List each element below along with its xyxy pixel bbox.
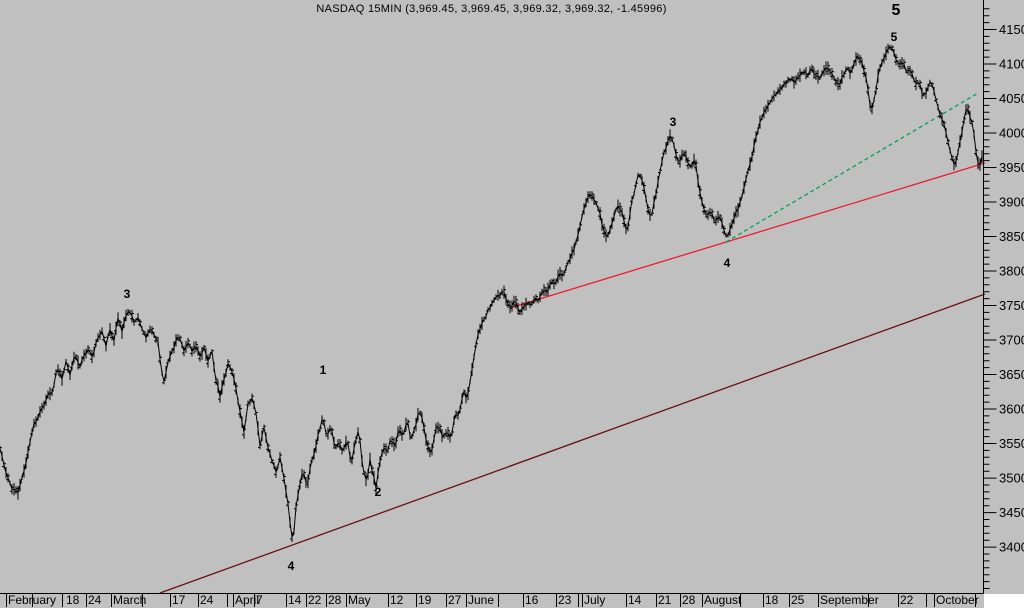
x-axis-label: May xyxy=(348,593,371,607)
x-axis-label: 21 xyxy=(658,593,672,607)
price-bars xyxy=(0,43,983,542)
y-axis-label: 4150 xyxy=(999,22,1024,37)
y-axis-label: 4050 xyxy=(999,91,1024,106)
x-axis-label: August xyxy=(704,593,742,607)
y-axis-minor-ticks xyxy=(983,8,990,589)
lower-channel-line xyxy=(159,293,986,594)
chart-title: NASDAQ 15MIN (3,969.45, 3,969.45, 3,969.… xyxy=(316,3,667,15)
y-axis-label: 3950 xyxy=(999,160,1024,175)
y-axis-major-ticks xyxy=(983,29,997,548)
x-axis-label: 14 xyxy=(628,593,642,607)
wave-label-5: 5 xyxy=(892,2,901,19)
axis-frame xyxy=(0,0,984,594)
x-axis-label: 28 xyxy=(682,593,696,607)
y-axis-label: 3850 xyxy=(999,229,1024,244)
x-axis-label: 14 xyxy=(288,593,302,607)
x-axis-label: 27 xyxy=(448,593,462,607)
support-trendline xyxy=(509,162,986,309)
x-axis-label: 24 xyxy=(88,593,102,607)
x-axis-ticks xyxy=(6,594,976,607)
y-axis-label: 3600 xyxy=(999,402,1024,417)
y-axis-label: 3650 xyxy=(999,367,1024,382)
x-axis-label: 12 xyxy=(390,593,404,607)
y-axis-label: 4000 xyxy=(999,126,1024,141)
y-axis-label: 3900 xyxy=(999,195,1024,210)
x-axis-label: 24 xyxy=(200,593,214,607)
x-axis-label: 18 xyxy=(765,593,779,607)
x-axis-label: February xyxy=(8,593,56,607)
price-line xyxy=(0,46,983,538)
x-axis-label: 7 xyxy=(256,593,263,607)
x-axis-label: September xyxy=(820,593,879,607)
y-axis-label: 3450 xyxy=(999,505,1024,520)
wave-label-3: 3 xyxy=(124,287,131,301)
x-axis-label: 16 xyxy=(525,593,539,607)
wave-label-4: 4 xyxy=(288,559,295,573)
x-axis-label: October xyxy=(936,593,979,607)
x-axis-label: 28 xyxy=(328,593,342,607)
axis-corner xyxy=(984,594,1024,608)
y-axis-label: 3750 xyxy=(999,298,1024,313)
y-axis-label: 3500 xyxy=(999,471,1024,486)
x-axis-label: April xyxy=(235,593,259,607)
y-axis-label: 3400 xyxy=(999,540,1024,555)
y-axis-label: 3800 xyxy=(999,264,1024,279)
x-axis-label: June xyxy=(468,593,494,607)
x-axis-label: 18 xyxy=(66,593,80,607)
x-axis-label: March xyxy=(113,593,146,607)
y-axis-label: 3700 xyxy=(999,333,1024,348)
x-axis-label: 25 xyxy=(791,593,805,607)
y-axis-label: 4100 xyxy=(999,57,1024,72)
wave-label-5: 5 xyxy=(891,30,898,44)
x-axis-label: 23 xyxy=(558,593,572,607)
wave-label-1: 1 xyxy=(320,363,327,377)
wave-label-4: 4 xyxy=(724,256,731,270)
x-axis-label: 22 xyxy=(900,593,914,607)
wave-label-2: 2 xyxy=(375,485,382,499)
y-axis-label: 3550 xyxy=(999,436,1024,451)
x-axis-label: July xyxy=(584,593,605,607)
x-axis-label: 22 xyxy=(308,593,322,607)
x-axis-label: 19 xyxy=(418,593,432,607)
wave-label-3: 3 xyxy=(670,115,677,129)
x-axis-label: 17 xyxy=(172,593,186,607)
